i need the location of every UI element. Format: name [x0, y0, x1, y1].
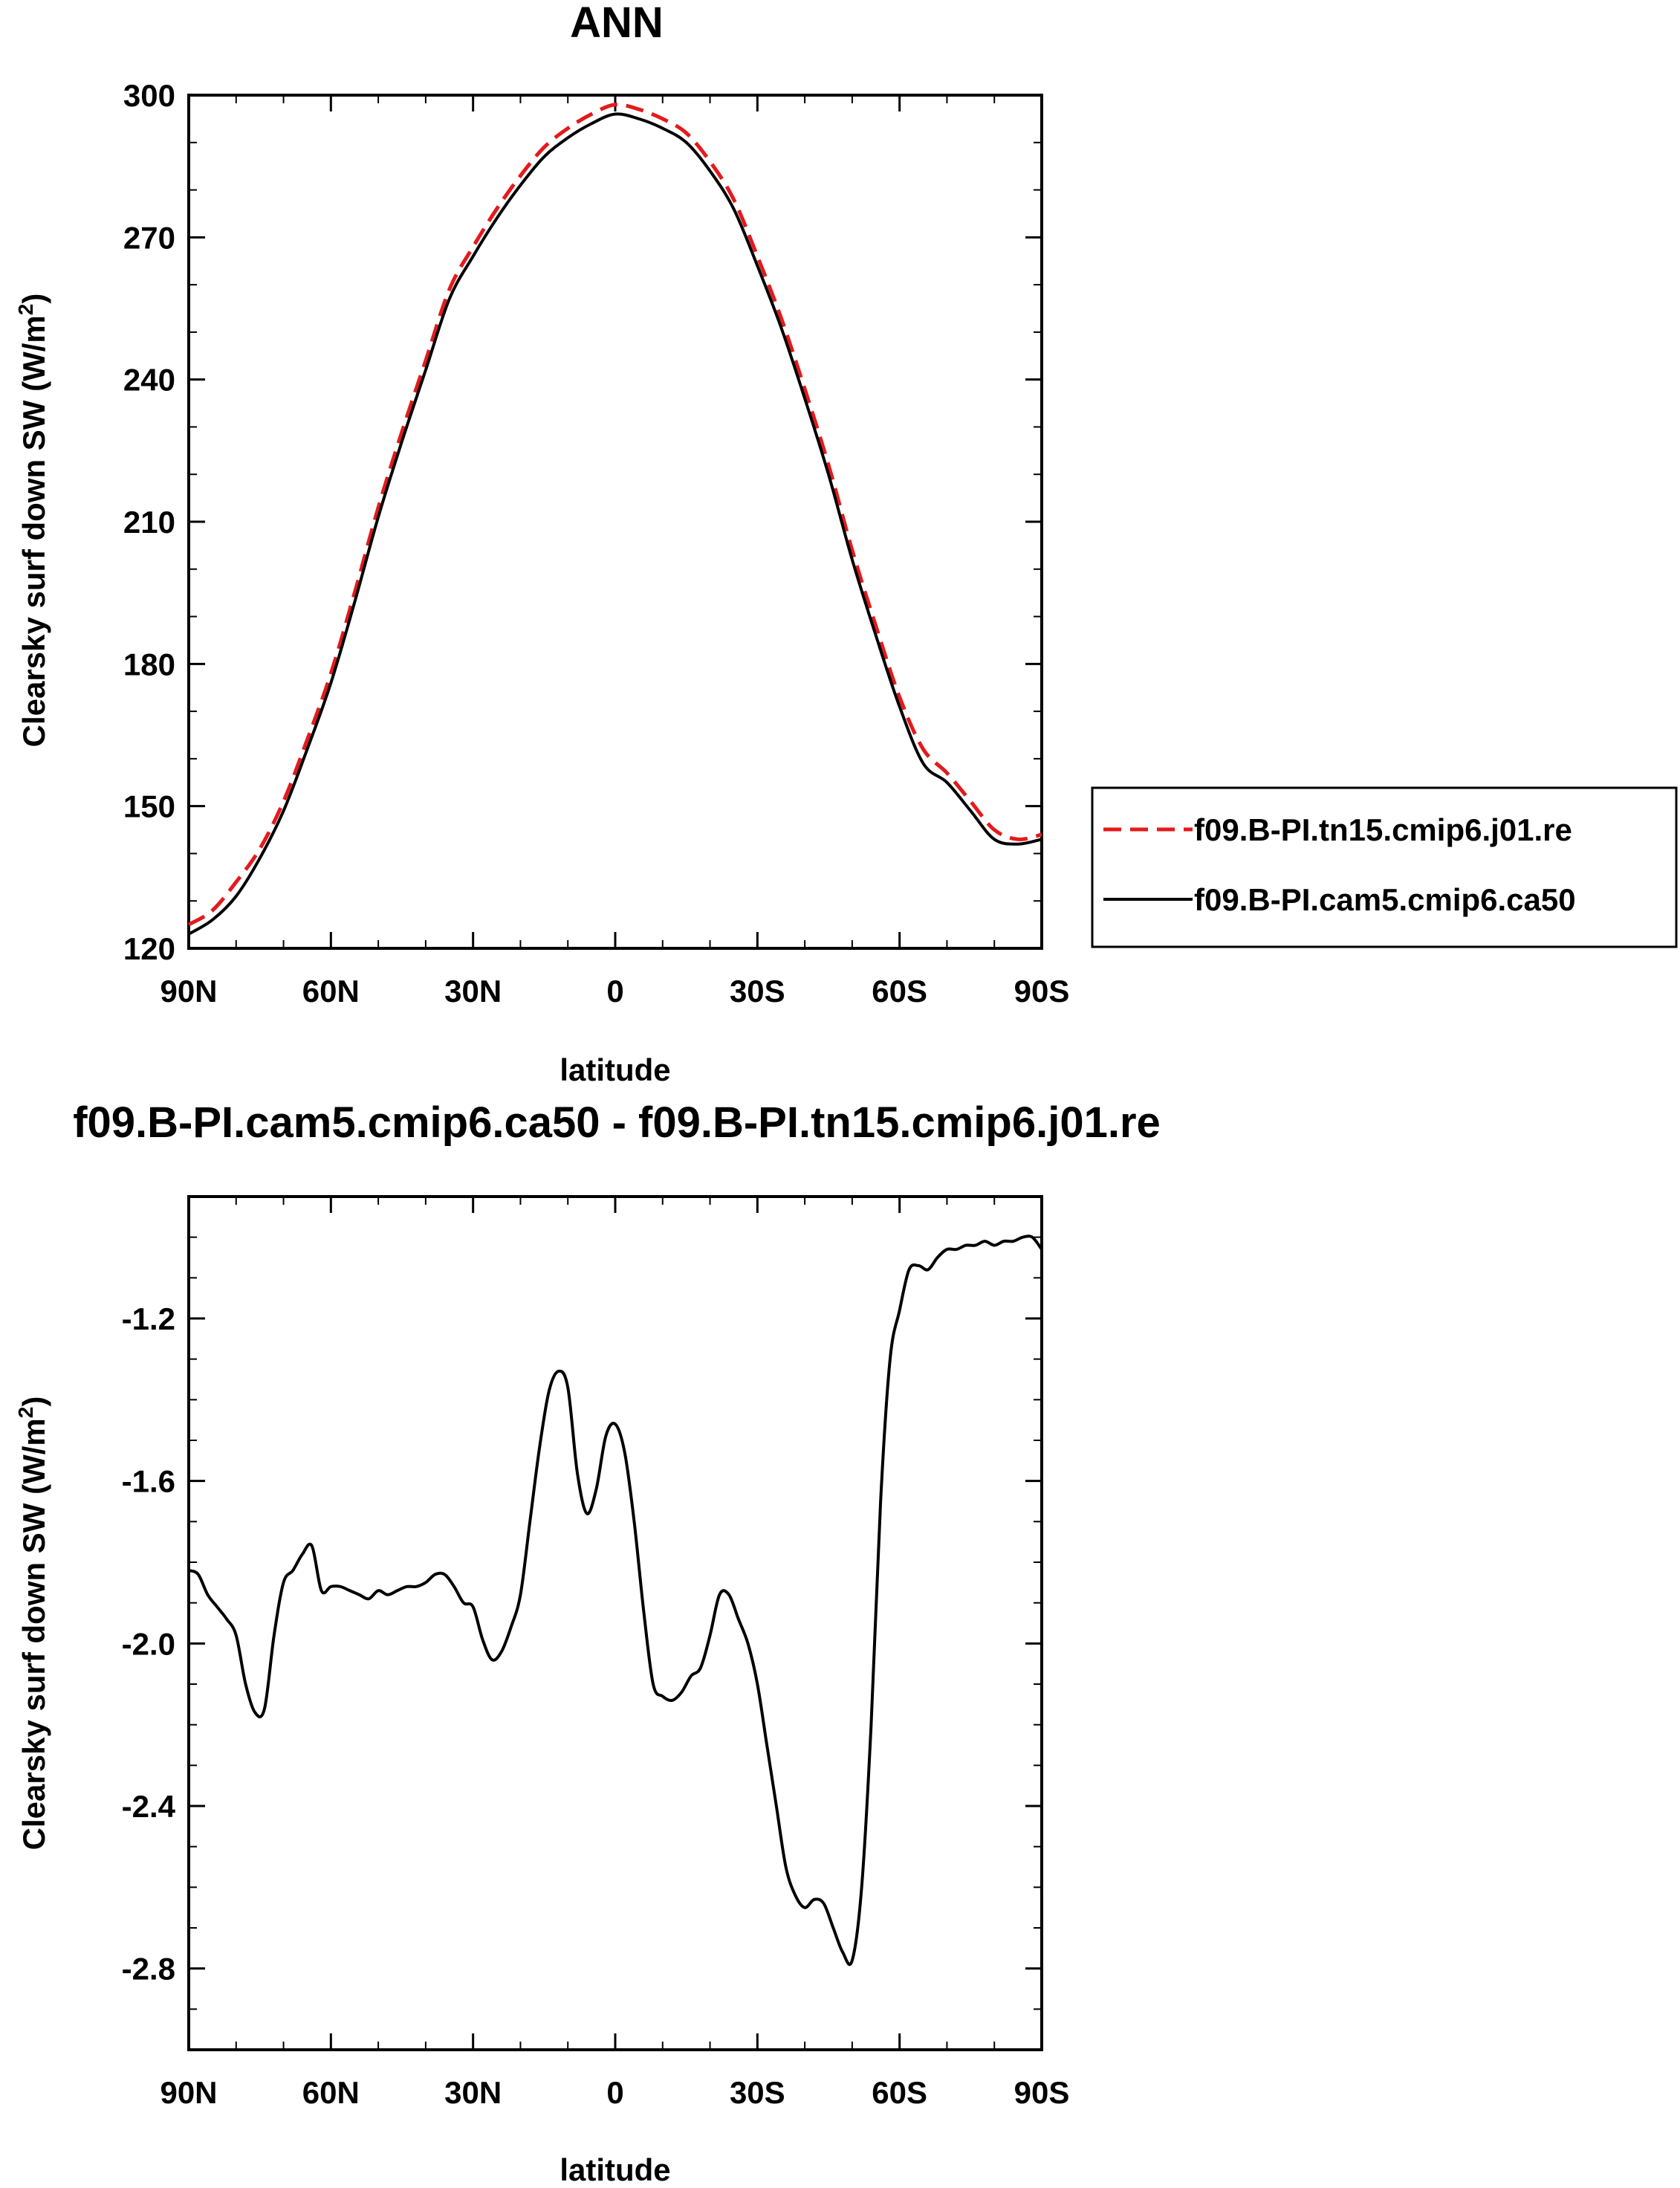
bottom-series-line-0: [188, 1234, 1043, 1967]
top-xtick-label-2: 30N: [444, 974, 502, 1009]
top-y-axis-label-close: ): [16, 294, 51, 304]
bottom-ytick-label-4: -1.2: [122, 1301, 175, 1336]
bottom-xtick-label-3: 0: [606, 2075, 623, 2110]
bottom-chart-title: f09.B-PI.cam5.cmip6.ca50 - f09.B-PI.tn15…: [73, 1098, 1161, 1147]
legend-label-series-2: f09.B-PI.cam5.cmip6.ca50: [1194, 882, 1576, 917]
top-chart-title: ANN: [570, 0, 664, 47]
top-xtick-label-3: 0: [606, 974, 623, 1009]
top-xtick-label-0: 90N: [160, 974, 217, 1009]
top-y-axis-label: Clearsky surf down SW (W/m2): [14, 294, 51, 748]
legend-box: [1091, 786, 1678, 948]
bottom-xtick-label-2: 30N: [444, 2075, 502, 2110]
bottom-y-axis-label-close: ): [16, 1396, 51, 1407]
top-series-line-0: [187, 103, 1042, 927]
bottom-axis-ticks: 90N 60N 30N 0 30S 60S 90S -2.8 -2.4 -2.0 -1.6 -1.2: [122, 1196, 1070, 2110]
legend-label-series-1: f09.B-PI.tn15.cmip6.j01.re: [1194, 812, 1572, 847]
top-xtick-label-1: 60N: [302, 974, 360, 1009]
bottom-ytick-label-1: -2.4: [122, 1789, 176, 1824]
top-ytick-label-3: 210: [123, 505, 175, 540]
bottom-xtick-label-1: 60N: [302, 2075, 360, 2110]
bottom-x-axis-label: latitude: [560, 2152, 670, 2187]
bottom-ytick-label-3: -1.6: [122, 1464, 175, 1499]
top-ytick-label-0: 120: [123, 931, 175, 966]
bottom-ytick-label-0: -2.8: [122, 1952, 175, 1987]
bottom-xtick-label-6: 90S: [1014, 2075, 1070, 2110]
top-y-axis-label-main: Clearsky surf down SW (W/m: [16, 315, 51, 747]
top-ytick-label-1: 150: [123, 789, 175, 824]
top-panel: ANN 90N 60N 30N 0 30S 60S 90S 120 150 180 210 240 27…: [14, 0, 1678, 1087]
top-xtick-label-5: 60S: [872, 974, 927, 1009]
bottom-panel: f09.B-PI.cam5.cmip6.ca50 - f09.B-PI.tn15…: [14, 1098, 1161, 2187]
bottom-plot-frame: [187, 1195, 1043, 2051]
top-axis-ticks: 90N 60N 30N 0 30S 60S 90S 120 150 180 210 240 270 300: [123, 78, 1069, 1009]
legend: f09.B-PI.tn15.cmip6.j01.re f09.B-PI.cam5…: [1091, 786, 1678, 948]
bottom-xtick-label-4: 30S: [730, 2075, 785, 2110]
top-ytick-label-2: 180: [123, 647, 175, 682]
top-plot-frame: [187, 94, 1043, 950]
top-series-group: [187, 103, 1042, 936]
bottom-y-axis-label: Clearsky surf down SW (W/m2): [14, 1396, 51, 1851]
top-x-axis-label: latitude: [560, 1052, 670, 1087]
top-ytick-label-4: 240: [123, 363, 175, 398]
top-ytick-label-6: 300: [123, 78, 175, 113]
top-xtick-label-6: 90S: [1014, 974, 1070, 1009]
bottom-y-axis-label-sup: 2: [14, 1407, 37, 1419]
top-ytick-label-5: 270: [123, 220, 175, 255]
bottom-xtick-label-5: 60S: [872, 2075, 927, 2110]
bottom-ytick-label-2: -2.0: [122, 1626, 175, 1661]
bottom-xtick-label-0: 90N: [160, 2075, 217, 2110]
top-y-axis-label-sup: 2: [14, 304, 37, 316]
bottom-y-axis-label-main: Clearsky surf down SW (W/m: [16, 1418, 51, 1850]
top-series-line-1: [187, 112, 1042, 936]
top-xtick-label-4: 30S: [730, 974, 785, 1009]
bottom-series-group: [188, 1234, 1043, 1967]
